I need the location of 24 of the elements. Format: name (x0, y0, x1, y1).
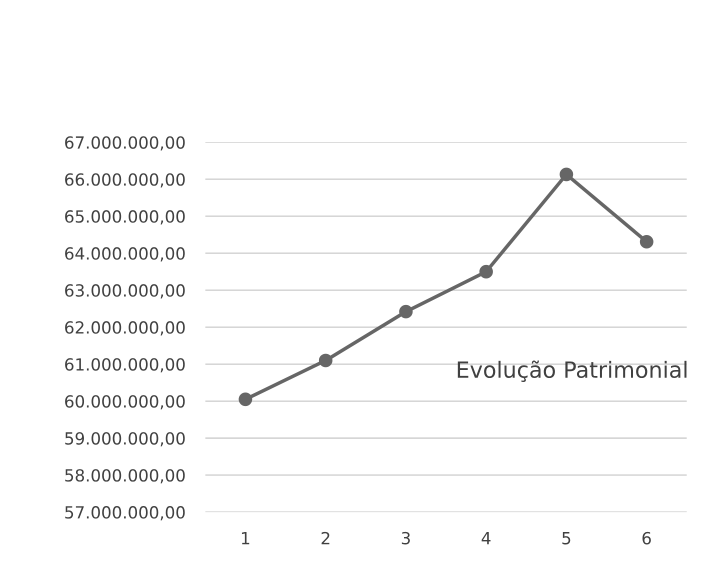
x-tick-label: 5 (562, 532, 570, 544)
y-tick-label: 58.000.000,00 (65, 469, 185, 484)
point (479, 264, 493, 278)
x-tick-label: 4 (482, 532, 491, 544)
y-tick-label: 59.000.000,00 (65, 432, 185, 446)
point (238, 392, 252, 406)
annotation: Evolução Patrimonial (458, 360, 686, 382)
y-tick-label: 65.000.000,00 (65, 210, 185, 224)
y-tick-label: 63.000.000,00 (65, 284, 185, 298)
point (399, 304, 413, 318)
y-tick-label: 67.000.000,00 (65, 136, 185, 151)
y-tick-label: 61.000.000,00 (65, 358, 185, 372)
y-tick-label: 66.000.000,00 (65, 173, 185, 188)
point (560, 168, 574, 182)
point (318, 354, 332, 368)
x-tick-label: 2 (322, 532, 330, 544)
x-tick-label: 3 (402, 532, 410, 544)
point (640, 234, 654, 249)
x-tick-label: 6 (642, 532, 651, 544)
y-tick-label: 60.000.000,00 (65, 395, 185, 410)
x-tick-label: 1 (242, 532, 250, 544)
y-tick-label: 64.000.000,00 (65, 247, 185, 262)
y-tick-label: 57.000.000,00 (65, 506, 185, 520)
y-tick-label: 62.000.000,00 (65, 321, 185, 336)
